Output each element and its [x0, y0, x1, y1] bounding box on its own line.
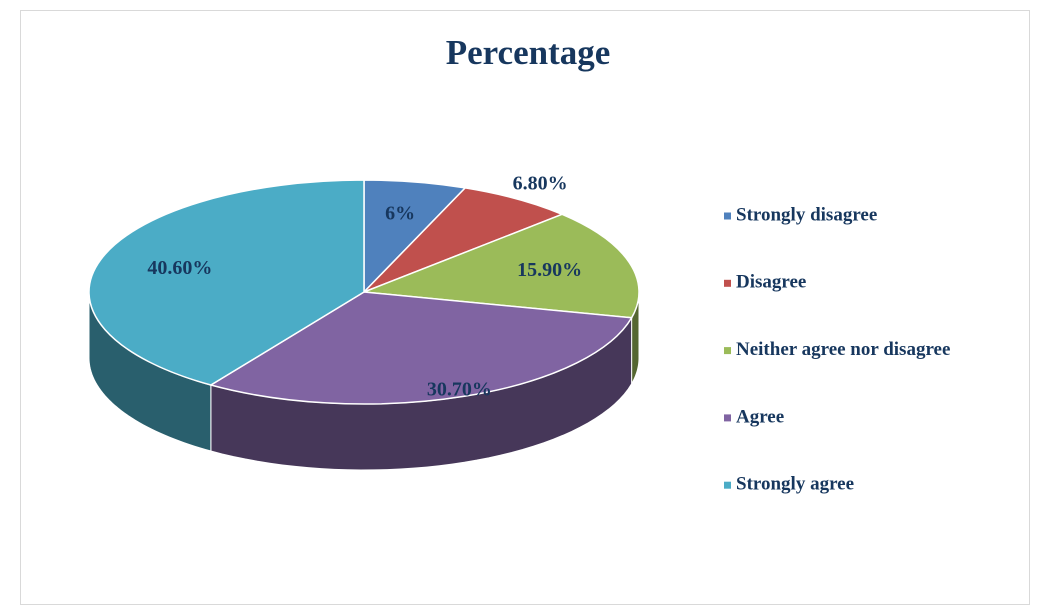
legend-swatch	[724, 347, 731, 355]
legend-label: Neither agree nor disagree	[736, 339, 950, 360]
pie-slice	[363, 213, 640, 319]
legend-swatch	[724, 481, 731, 489]
legend-label: Strongly disagree	[736, 204, 877, 225]
chart-title: Percentage	[446, 33, 611, 72]
data-label: 30.70%	[427, 379, 492, 401]
legend-label: Agree	[736, 406, 784, 427]
data-label: 6%	[385, 203, 415, 225]
legend-label: Disagree	[736, 272, 806, 293]
data-label: 40.60%	[147, 257, 212, 279]
pie-slice	[88, 179, 365, 386]
legend-swatch	[724, 414, 731, 422]
data-label: 6.80%	[513, 173, 568, 195]
legend-swatch	[724, 279, 731, 287]
legend-label: Strongly agree	[736, 474, 854, 495]
data-label: 15.90%	[517, 259, 582, 281]
pie-slice	[208, 291, 633, 405]
pie-slice	[363, 187, 565, 293]
legend-swatch	[724, 212, 731, 220]
